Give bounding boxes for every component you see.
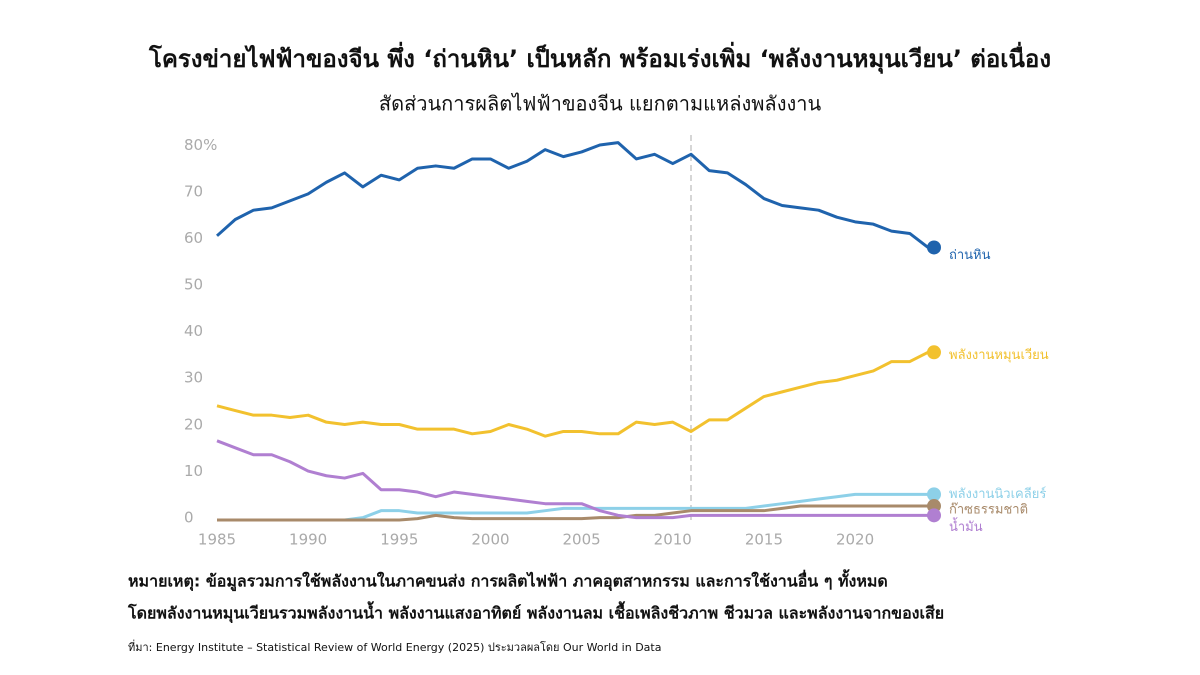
end-dot: [927, 345, 941, 360]
note: โดยพลังงานหมุนเวียนรวมพลังงานน้ำ พลังงาน…: [127, 601, 944, 624]
series-line: [216, 350, 929, 438]
legend-label: ก๊าซธรรมชาติ: [949, 503, 1028, 518]
end-dot: [927, 240, 941, 255]
y-tick-label: 10: [184, 462, 203, 480]
x-tick-label: 2000: [471, 531, 509, 549]
x-tick-label: 2010: [654, 531, 692, 549]
series-line: [216, 141, 929, 249]
y-tick-label: 30: [184, 369, 203, 387]
end-dot: [927, 487, 941, 502]
x-tick-label: 1990: [289, 531, 327, 549]
x-tick-label: 2015: [745, 531, 783, 549]
chart-title: โครงข่ายไฟฟ้าของจีน พึ่ง ‘ถ่านหิน’ เป็นห…: [148, 41, 1051, 75]
legend-label: พลังงานหมุนเวียน: [949, 347, 1049, 363]
x-tick-label: 2005: [563, 531, 601, 549]
legend-label: น้ำมัน: [949, 517, 983, 535]
legend-label: ถ่านหิน: [949, 248, 991, 263]
series-line: [217, 504, 928, 522]
note: หมายเหตุ: ข้อมูลรวมการใช้พลังงานในภาคขนส…: [128, 569, 888, 593]
y-tick-label: 40: [184, 322, 203, 340]
legend-label: พลังงานนิวเคลียร์: [949, 486, 1046, 502]
end-dot: [927, 508, 941, 523]
x-tick-label: 1985: [198, 531, 236, 549]
x-tick-label: 2020: [836, 531, 874, 549]
y-tick-label: 80%: [184, 136, 217, 154]
x-tick-label: 1995: [380, 531, 418, 549]
source: ที่มา: Energy Institute – Statistical Re…: [128, 639, 661, 654]
y-tick-label: 70: [184, 182, 203, 200]
y-tick-label: 0: [184, 509, 194, 527]
y-tick-label: 20: [184, 415, 203, 433]
chart-subtitle: สัดส่วนการผลิตไฟฟ้าของจีน แยกตามแหล่งพลั…: [379, 92, 822, 116]
y-tick-label: 50: [184, 276, 203, 294]
series-line: [216, 439, 928, 520]
y-tick-label: 60: [184, 229, 203, 247]
